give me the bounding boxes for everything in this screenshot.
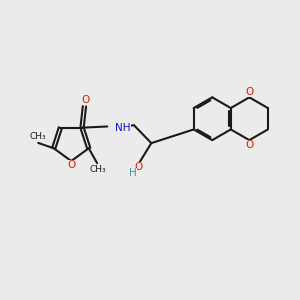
Text: O: O bbox=[134, 163, 143, 172]
Text: CH₃: CH₃ bbox=[89, 165, 106, 174]
Text: CH₃: CH₃ bbox=[30, 132, 46, 141]
Text: O: O bbox=[82, 95, 90, 105]
Text: NH: NH bbox=[115, 123, 130, 133]
Text: O: O bbox=[67, 160, 75, 170]
Text: O: O bbox=[245, 140, 254, 151]
Text: H: H bbox=[129, 168, 137, 178]
Text: O: O bbox=[245, 87, 254, 97]
